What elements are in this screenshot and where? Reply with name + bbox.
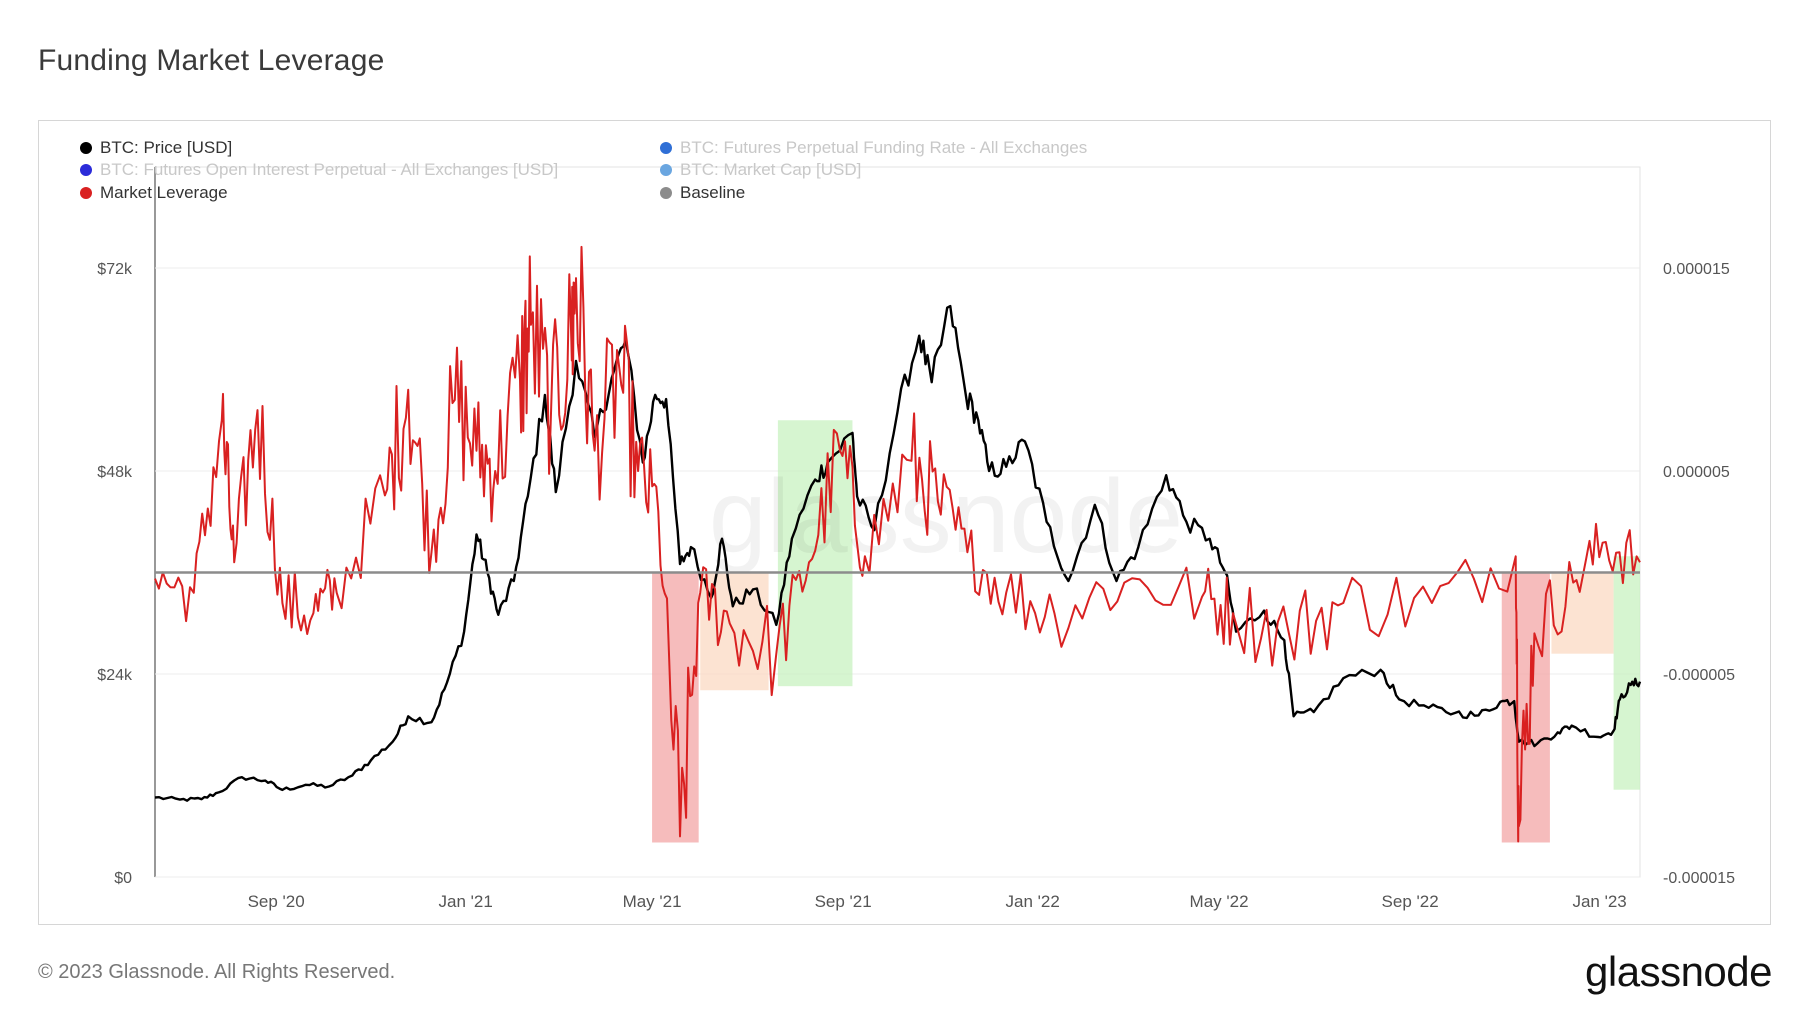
legend-label: Market Leverage bbox=[100, 183, 228, 202]
chart-legend: BTC: Price [USD] BTC: Futures Perpetual F… bbox=[80, 138, 1180, 208]
legend-label: Baseline bbox=[680, 183, 746, 202]
x-tick-label: May '21 bbox=[623, 892, 682, 911]
x-tick-label: Jan '22 bbox=[1005, 892, 1059, 911]
x-tick-label: May '22 bbox=[1190, 892, 1249, 911]
legend-item[interactable]: BTC: Price [USD] bbox=[80, 138, 232, 158]
legend-marker-icon bbox=[660, 187, 672, 199]
legend-label: BTC: Market Cap [USD] bbox=[680, 160, 862, 179]
y-right-tick-label: -0.000005 bbox=[1663, 667, 1735, 684]
legend-item[interactable]: BTC: Futures Perpetual Funding Rate - Al… bbox=[660, 138, 1087, 158]
y-right-tick-label: 0.000005 bbox=[1663, 464, 1730, 481]
legend-label: BTC: Price [USD] bbox=[100, 138, 233, 157]
x-tick-label: Sep '21 bbox=[815, 892, 872, 911]
chart-title: Funding Market Leverage bbox=[38, 44, 385, 77]
legend-marker-icon bbox=[660, 164, 672, 176]
y-right-tick-label: -0.000015 bbox=[1663, 870, 1735, 887]
x-tick-label: Sep '20 bbox=[248, 892, 305, 911]
y-left-tick-label: $0 bbox=[114, 870, 132, 887]
y-left-tick-label: $24k bbox=[97, 667, 133, 684]
legend-marker-icon bbox=[660, 142, 672, 154]
x-tick-label: Jan '21 bbox=[439, 892, 493, 911]
x-tick-label: Jan '23 bbox=[1572, 892, 1626, 911]
watermark: glassnode bbox=[709, 459, 1183, 575]
legend-marker-icon bbox=[80, 187, 92, 199]
market-leverage-line bbox=[154, 245, 1641, 843]
legend-item[interactable]: BTC: Market Cap [USD] bbox=[660, 160, 861, 180]
chart-frame bbox=[38, 120, 1771, 925]
y-left-tick-label: $48k bbox=[97, 464, 133, 481]
legend-item[interactable]: BTC: Futures Open Interest Perpetual - A… bbox=[80, 160, 558, 180]
legend-label: BTC: Futures Perpetual Funding Rate - Al… bbox=[680, 138, 1088, 157]
highlight-zone bbox=[1613, 556, 1640, 790]
btc-price-line bbox=[154, 304, 1642, 802]
x-tick-label: Sep '22 bbox=[1382, 892, 1439, 911]
y-right-tick-label: 0.000015 bbox=[1663, 261, 1730, 278]
y-left-tick-label: $72k bbox=[97, 261, 133, 278]
copyright-text: © 2023 Glassnode. All Rights Reserved. bbox=[38, 961, 396, 983]
legend-item[interactable]: Market Leverage bbox=[80, 183, 228, 203]
highlight-zone bbox=[1551, 572, 1614, 654]
legend-item[interactable]: Baseline bbox=[660, 183, 745, 203]
legend-label: BTC: Futures Open Interest Perpetual - A… bbox=[100, 160, 559, 179]
legend-marker-icon bbox=[80, 164, 92, 176]
glassnode-logo: glassnode bbox=[1585, 948, 1772, 995]
legend-marker-icon bbox=[80, 142, 92, 154]
